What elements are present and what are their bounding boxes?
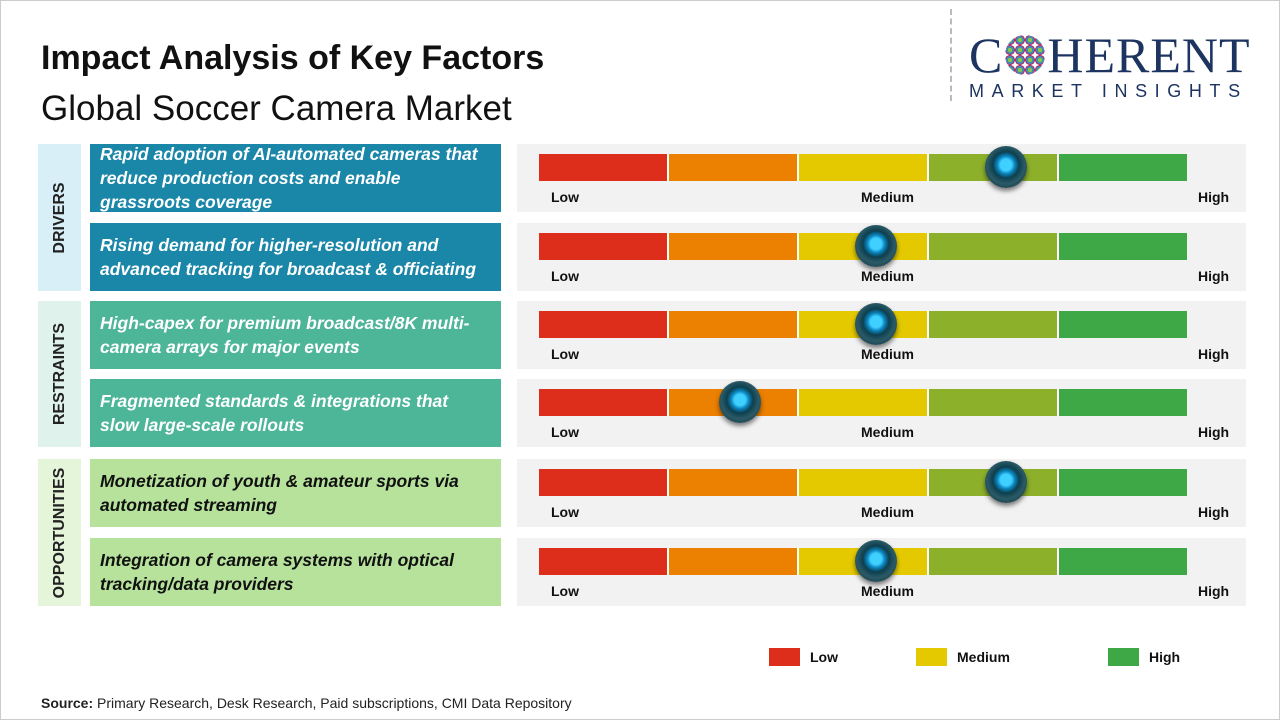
gauge-segment <box>799 154 929 181</box>
gauge-segment <box>539 154 669 181</box>
gauge-segment <box>1059 548 1187 575</box>
impact-gauge: Low Medium High <box>517 301 1246 369</box>
impact-gauge: Low Medium High <box>517 459 1246 527</box>
scale-high-label: High <box>1198 189 1230 205</box>
legend-low: Low <box>769 648 838 666</box>
gauge-segment <box>1059 311 1187 338</box>
gauge-segment <box>669 548 799 575</box>
factor-text: Integration of camera systems with optic… <box>90 538 501 606</box>
factor-text: Monetization of youth & amateur sports v… <box>90 459 501 527</box>
factor-text: Fragmented standards & integrations that… <box>90 379 501 447</box>
impact-gauge: Low Medium High <box>517 538 1246 606</box>
gauge-segment <box>929 548 1059 575</box>
gauge-segment <box>799 389 929 416</box>
gauge-segment <box>669 311 799 338</box>
impact-marker <box>854 540 897 582</box>
scale-low-label: Low <box>551 424 579 440</box>
gauge-segment <box>539 469 669 496</box>
gauge-segment <box>539 311 669 338</box>
gauge-segment <box>539 389 669 416</box>
gauge-bar <box>539 389 1187 416</box>
gauge-segment <box>1059 233 1187 260</box>
company-logo: C HERENT MARKET INSIGHTS <box>969 27 1251 101</box>
gauge-segment <box>929 389 1059 416</box>
impact-marker <box>984 146 1027 188</box>
legend-swatch <box>916 648 947 666</box>
section-label-opportunities: OPPORTUNITIES <box>38 459 81 606</box>
scale-medium-label: Medium <box>861 504 914 520</box>
page-title: Impact Analysis of Key Factors <box>41 39 545 77</box>
factor-text: Rapid adoption of AI-automated cameras t… <box>90 144 501 212</box>
factor-text: High-capex for premium broadcast/8K mult… <box>90 301 501 369</box>
impact-marker <box>718 381 761 423</box>
gauge-segment <box>799 469 929 496</box>
gauge-segment <box>539 233 669 260</box>
scale-low-label: Low <box>551 346 579 362</box>
impact-marker <box>984 461 1027 503</box>
scale-medium-label: Medium <box>861 268 914 284</box>
gauge-segment <box>1059 389 1187 416</box>
gauge-segment <box>539 548 669 575</box>
gauge-segment <box>929 311 1059 338</box>
factor-text: Rising demand for higher-resolution and … <box>90 223 501 291</box>
scale-high-label: High <box>1198 346 1230 362</box>
legend-medium: Medium <box>916 648 1010 666</box>
gauge-segment <box>1059 469 1187 496</box>
legend-swatch <box>769 648 800 666</box>
page-subtitle: Global Soccer Camera Market <box>41 89 512 128</box>
source-note: Source: Primary Research, Desk Research,… <box>41 695 572 711</box>
scale-medium-label: Medium <box>861 189 914 205</box>
gauge-bar <box>539 548 1187 575</box>
scale-high-label: High <box>1198 424 1230 440</box>
gauge-bar <box>539 154 1187 181</box>
scale-medium-label: Medium <box>861 346 914 362</box>
divider <box>950 9 952 101</box>
legend-swatch <box>1108 648 1139 666</box>
scale-high-label: High <box>1198 583 1230 599</box>
gauge-segment <box>1059 154 1187 181</box>
scale-high-label: High <box>1198 504 1230 520</box>
scale-high-label: High <box>1198 268 1230 284</box>
gauge-bar <box>539 469 1187 496</box>
gauge-segment <box>929 233 1059 260</box>
impact-marker <box>854 303 897 345</box>
scale-low-label: Low <box>551 189 579 205</box>
section-label-restraints: RESTRAINTS <box>38 301 81 447</box>
impact-gauge: Low Medium High <box>517 223 1246 291</box>
impact-marker <box>854 225 897 267</box>
gauge-segment <box>669 469 799 496</box>
scale-medium-label: Medium <box>861 583 914 599</box>
section-label-drivers: DRIVERS <box>38 144 81 291</box>
gauge-segment <box>669 154 799 181</box>
scale-low-label: Low <box>551 268 579 284</box>
legend-high: High <box>1108 648 1180 666</box>
gauge-segment <box>669 233 799 260</box>
impact-gauge: Low Medium High <box>517 144 1246 212</box>
scale-medium-label: Medium <box>861 424 914 440</box>
scale-low-label: Low <box>551 504 579 520</box>
impact-gauge: Low Medium High <box>517 379 1246 447</box>
globe-icon <box>1005 35 1046 75</box>
scale-low-label: Low <box>551 583 579 599</box>
